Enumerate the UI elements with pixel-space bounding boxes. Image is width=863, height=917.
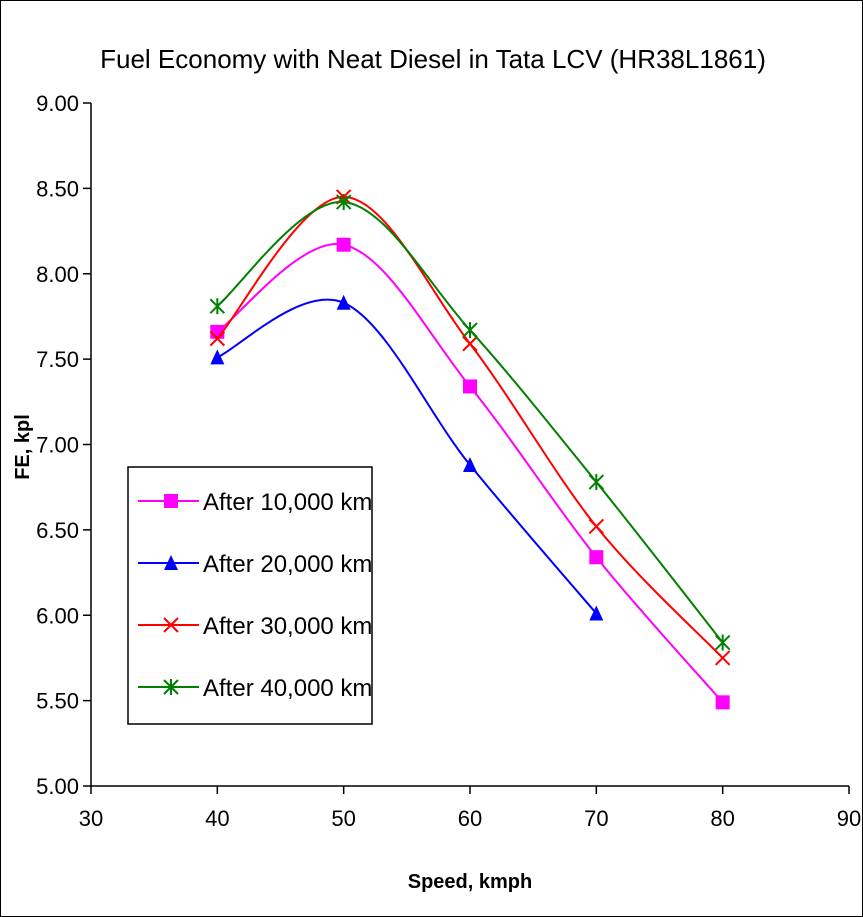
x-tick-label: 50 xyxy=(331,806,355,831)
series-3-point-70 xyxy=(588,518,605,535)
series-4-point-60 xyxy=(462,322,478,339)
y-tick-label: 8.50 xyxy=(36,176,79,201)
series-3-point-80-stroke xyxy=(714,650,731,666)
plot-area: 5.00 5.50 6.00 6.50 7.00 7.50 8.00 8.50 9.00 30 40… xyxy=(36,91,861,831)
series-1-point-50 xyxy=(336,237,351,252)
series-1-point-80 xyxy=(715,695,730,710)
y-tick-label: 7.50 xyxy=(36,347,79,372)
y-tick-label: 5.00 xyxy=(36,774,79,799)
series-3-point-60-stroke xyxy=(462,336,478,352)
series-1-point-70 xyxy=(589,550,604,565)
series-2-point-70 xyxy=(589,605,604,621)
y-axis-title: FE, kpl xyxy=(12,414,34,480)
legend-label-4: After 40,000 km xyxy=(203,675,372,702)
series-1-point-60 xyxy=(463,379,477,394)
x-tick-label: 70 xyxy=(584,806,608,831)
x-axis-title: Speed, kmph xyxy=(408,871,532,893)
x-tick-label: 60 xyxy=(458,806,482,831)
series-4-point-70 xyxy=(588,474,605,491)
series-3-point-80 xyxy=(714,650,731,666)
chart-title: Fuel Economy with Neat Diesel in Tata LC… xyxy=(100,44,766,74)
legend: After 10,000 km After 20,000 km After 30,0… xyxy=(127,466,373,725)
y-tick-label: 7.00 xyxy=(36,433,79,458)
y-tick-label: 6.50 xyxy=(36,518,79,543)
x-tick-label: 90 xyxy=(837,806,861,831)
series-4-point-50 xyxy=(335,194,352,211)
x-tick-label: 30 xyxy=(79,806,103,831)
y-tick-label: 8.00 xyxy=(36,262,79,287)
series-4-point-80 xyxy=(714,634,731,651)
legend-label-3: After 30,000 km xyxy=(203,613,372,640)
x-tick-label: 40 xyxy=(205,806,229,831)
series-line-2 xyxy=(216,298,598,615)
series-2-point-40 xyxy=(210,349,225,365)
legend-box xyxy=(127,466,373,725)
series-4-point-40 xyxy=(209,298,226,315)
y-tick-label: 5.50 xyxy=(36,689,79,714)
legend-label-2: After 20,000 km xyxy=(203,551,372,578)
legend-marker-3-stroke xyxy=(163,617,179,633)
series-3-point-60 xyxy=(462,336,478,352)
series-3-point-40-stroke xyxy=(209,330,226,347)
legend-marker-2 xyxy=(164,555,178,570)
legend-marker-4 xyxy=(163,679,179,695)
legend-marker-1 xyxy=(164,494,178,508)
x-tick-label: 80 xyxy=(710,806,734,831)
series-3-point-40 xyxy=(209,330,226,347)
series-2-point-50 xyxy=(336,294,351,310)
series-3-point-70-stroke xyxy=(588,518,605,535)
legend-label-1: After 10,000 km xyxy=(203,489,372,516)
legend-marker-3 xyxy=(163,617,179,633)
series-2-point-60 xyxy=(463,456,477,472)
y-tick-label: 9.00 xyxy=(36,91,79,116)
y-tick-label: 6.00 xyxy=(36,603,79,628)
